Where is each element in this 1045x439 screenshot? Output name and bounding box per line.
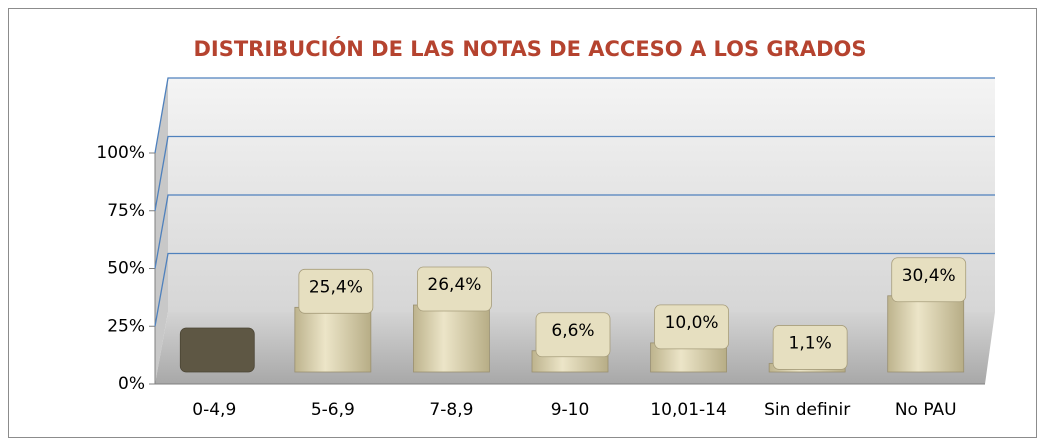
y-tick-label: 0%: [118, 374, 145, 394]
chart-title: DISTRIBUCIÓN DE LAS NOTAS DE ACCESO A LO…: [193, 36, 866, 61]
value-label: 6,6%: [551, 321, 594, 341]
y-tick-label: 100%: [96, 143, 145, 163]
x-tick-label: 7-8,9: [429, 400, 473, 420]
value-label: 1,1%: [789, 333, 832, 353]
bar-top: [298, 268, 374, 314]
x-tick-label: No PAU: [895, 400, 957, 420]
bar-front: [413, 304, 490, 373]
bar-top: [654, 304, 729, 350]
bar-top: [179, 327, 255, 373]
bar-front: [294, 306, 372, 373]
bar: [294, 268, 374, 373]
value-label: 26,4%: [427, 275, 481, 295]
grid-line: [154, 77, 995, 154]
grid-line: [154, 135, 995, 211]
bar-front: [887, 295, 965, 373]
bar: [179, 327, 255, 373]
y-tick-label: 50%: [107, 259, 145, 279]
x-tick-label: 9-10: [551, 400, 590, 420]
bar: [768, 325, 848, 373]
y-tick-label: 75%: [107, 201, 145, 221]
x-tick-label: 0-4,9: [192, 400, 236, 420]
bar: [650, 304, 729, 373]
y-tick-label: 25%: [107, 316, 145, 336]
x-tick-label: Sin definir: [764, 400, 850, 420]
bar: [531, 312, 611, 373]
bar-top: [535, 312, 611, 358]
value-label: 25,4%: [309, 277, 363, 297]
bar-top: [417, 266, 492, 312]
grid-line: [154, 252, 995, 327]
bar-top: [772, 325, 848, 370]
value-label: 10,0%: [665, 313, 719, 333]
x-tick-label: 5-6,9: [311, 400, 355, 420]
grid-line: [154, 194, 995, 269]
value-label: 30,4%: [902, 266, 956, 286]
bar-top: [891, 257, 967, 303]
bar: [413, 266, 492, 373]
bar: [887, 257, 967, 373]
x-tick-label: 10,01-14: [650, 400, 726, 420]
